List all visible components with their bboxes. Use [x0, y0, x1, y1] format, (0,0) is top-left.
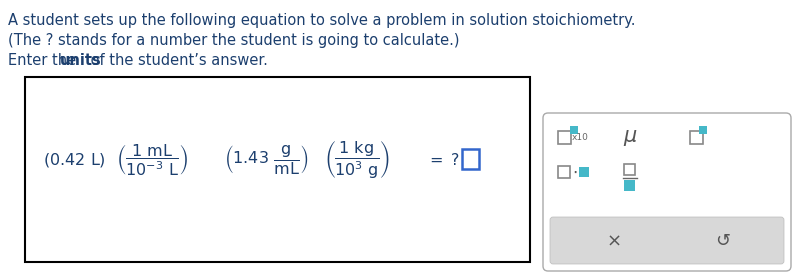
Bar — [624, 180, 635, 191]
Text: A student sets up the following equation to solve a problem in solution stoichio: A student sets up the following equation… — [8, 13, 635, 28]
Text: $(0.42\ \mathrm{L})$: $(0.42\ \mathrm{L})$ — [43, 151, 106, 169]
FancyBboxPatch shape — [550, 217, 784, 264]
Text: x10: x10 — [572, 133, 589, 142]
Bar — [570, 126, 578, 134]
Text: $\!\left(\dfrac{1\ \mathrm{kg}}{10^{3}\ \mathrm{g}}\right)$: $\!\left(\dfrac{1\ \mathrm{kg}}{10^{3}\ … — [326, 139, 390, 181]
Bar — [558, 131, 571, 144]
Text: Enter the: Enter the — [8, 53, 81, 68]
Bar — [579, 167, 589, 177]
Bar — [699, 126, 707, 134]
Text: $\!\left(1.43\ \dfrac{\mathrm{g}}{\mathrm{mL}}\right)$: $\!\left(1.43\ \dfrac{\mathrm{g}}{\mathr… — [226, 144, 309, 177]
Text: $\!\left(\dfrac{1\ \mathrm{mL}}{10^{-3}\ \mathrm{L}}\right)$: $\!\left(\dfrac{1\ \mathrm{mL}}{10^{-3}\… — [118, 142, 189, 178]
Bar — [25, 77, 530, 262]
Text: (The ? stands for a number the student is going to calculate.): (The ? stands for a number the student i… — [8, 33, 459, 48]
Text: $\mu$: $\mu$ — [623, 128, 638, 148]
Bar — [624, 164, 635, 175]
Text: $\cdot$: $\cdot$ — [572, 163, 577, 181]
FancyBboxPatch shape — [543, 113, 791, 271]
Text: units: units — [60, 53, 102, 68]
Text: of the student’s answer.: of the student’s answer. — [86, 53, 268, 68]
Text: $\times$: $\times$ — [606, 232, 620, 250]
Bar — [690, 131, 703, 144]
Text: ↺: ↺ — [715, 232, 730, 250]
Text: $=\ ?$: $=\ ?$ — [426, 152, 460, 168]
Bar — [462, 149, 479, 169]
Bar — [558, 166, 570, 178]
